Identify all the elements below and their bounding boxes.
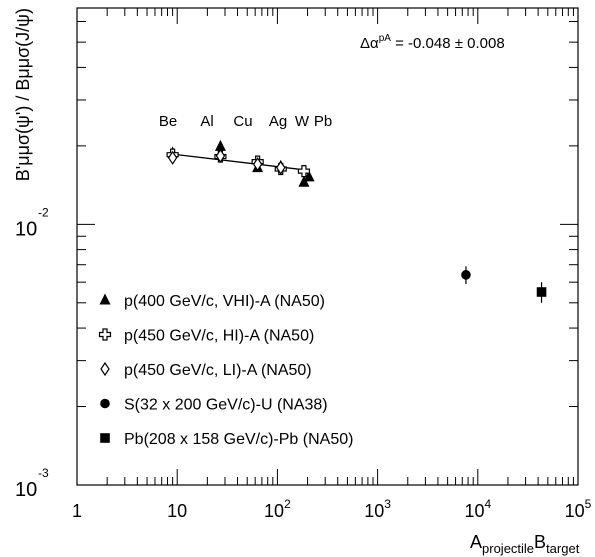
- annotation-sup: pA: [379, 33, 392, 44]
- data-point: [461, 270, 471, 280]
- legend-marker: [100, 361, 110, 377]
- y-tick-label-exp: -2: [38, 205, 49, 219]
- legend-label: p(400 GeV/c, VHI)-A (NA50): [124, 293, 325, 310]
- nucleus-label: Be: [159, 113, 177, 130]
- x-tick-label: 103: [364, 497, 391, 521]
- legend: p(400 GeV/c, VHI)-A (NA50) p(450 GeV/c, H…: [98, 293, 353, 448]
- fit-line: [172, 153, 310, 172]
- x-label-main: A: [470, 532, 482, 552]
- plot-frame: [76, 7, 579, 486]
- legend-label: p(450 GeV/c, HI)-A (NA50): [124, 328, 314, 345]
- legend-label: p(450 GeV/c, LI)-A (NA50): [124, 362, 312, 379]
- data-point: [167, 150, 178, 165]
- annotation-lhs: Δα: [360, 35, 379, 52]
- fit-line-group: [172, 153, 310, 172]
- data-point: [215, 148, 226, 164]
- annotation-rhs: = -0.048 ± 0.008: [391, 35, 505, 52]
- nucleus-label: W: [295, 113, 310, 130]
- nucleus-labels: Be Al Cu Ag W Pb: [159, 113, 332, 130]
- x-tick-label: 102: [264, 497, 291, 521]
- nucleus-label: Pb: [314, 113, 332, 130]
- x-label-sub1: projectile: [482, 541, 534, 556]
- y-axis-label: B'μμσ(ψ') / Bμμσ(J/ψ): [13, 8, 33, 181]
- data-point: [276, 160, 286, 175]
- x-tick-labels: 1 10 102 103 104 105: [72, 497, 592, 521]
- y-tick-label-base: 10: [15, 218, 37, 240]
- data-points: [166, 139, 547, 303]
- x-axis-label: AprojectileBtarget: [470, 532, 580, 556]
- y-tick-label-base: 10: [15, 479, 37, 501]
- nucleus-label: Ag: [269, 113, 287, 130]
- data-point: [214, 139, 226, 151]
- x-tick-label: 10: [167, 501, 187, 521]
- x-label-mid: B: [534, 532, 546, 552]
- y-tick-labels: 10-210-3: [15, 205, 49, 501]
- x-tick-label: 104: [464, 497, 491, 521]
- data-point: [297, 165, 311, 178]
- legend-marker: [100, 398, 110, 409]
- alpha-annotation: ΔαpA = -0.048 ± 0.008: [360, 33, 505, 52]
- x-tick-label: 105: [565, 497, 592, 521]
- y-tick-label-exp: -3: [38, 466, 49, 480]
- x-tick-label: 1: [72, 501, 82, 521]
- nucleus-label: Al: [200, 113, 213, 130]
- data-point: [303, 170, 315, 182]
- x-label-sub2: target: [546, 541, 580, 556]
- legend-marker: [98, 328, 112, 341]
- legend-marker: [100, 433, 110, 443]
- axis-ticks: [76, 8, 579, 486]
- nucleus-label: Cu: [233, 113, 252, 130]
- legend-marker: [99, 293, 111, 305]
- legend-label: Pb(208 x 158 GeV/c)-Pb (NA50): [124, 431, 353, 448]
- data-point: [252, 157, 263, 172]
- data-point: [536, 287, 547, 297]
- legend-label: S(32 x 200 GeV/c)-U (NA38): [124, 397, 328, 414]
